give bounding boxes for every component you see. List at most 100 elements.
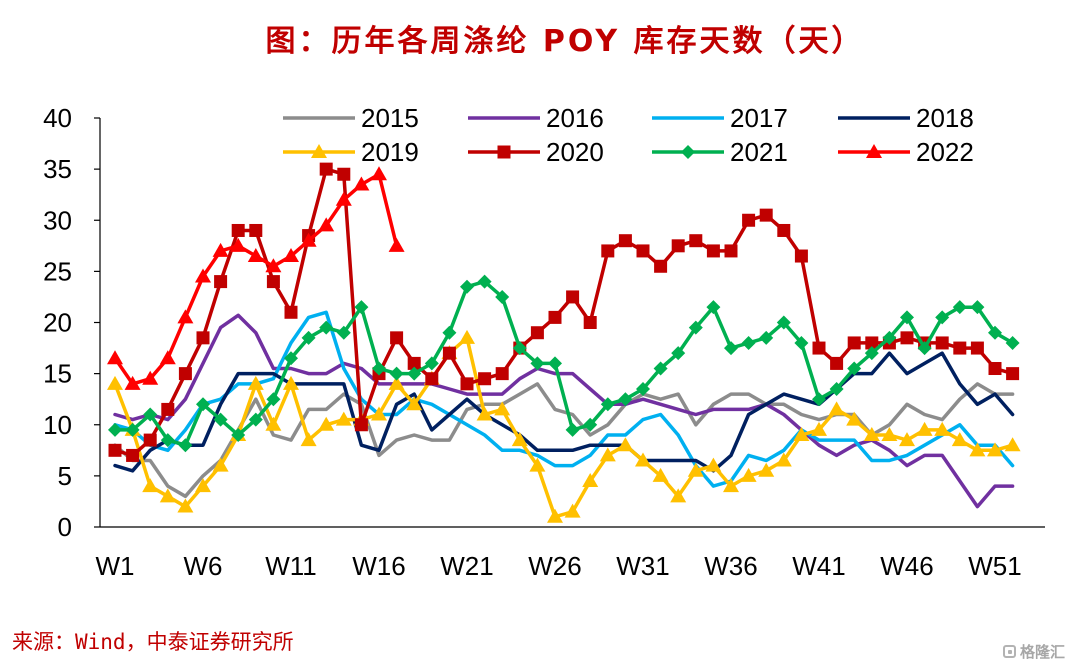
- data-point-2020: [460, 377, 474, 391]
- data-point-2019: [599, 447, 616, 462]
- series-2017: [113, 310, 1015, 488]
- data-point-2022: [230, 237, 247, 252]
- series-line-2016: [113, 313, 1015, 509]
- data-point-2021: [812, 392, 826, 407]
- data-point-2020: [636, 244, 650, 258]
- series-line-2021: [113, 279, 1015, 447]
- data-point-2020: [1006, 367, 1020, 381]
- x-tick-label: W21: [440, 551, 493, 581]
- data-point-2021: [512, 341, 527, 356]
- data-point-2021: [213, 412, 228, 427]
- data-point-2020: [812, 341, 826, 355]
- data-point-2022: [107, 350, 123, 365]
- data-point-2022: [335, 191, 352, 206]
- series-2015: [113, 382, 1015, 499]
- data-point-2019: [705, 457, 722, 472]
- data-point-2021: [143, 407, 158, 422]
- data-point-2020: [953, 341, 967, 355]
- y-tick-label: 25: [43, 256, 72, 286]
- data-point-2019: [335, 411, 352, 426]
- data-point-2022: [300, 232, 317, 247]
- y-tick-label: 40: [43, 103, 72, 133]
- data-point-2019: [511, 432, 528, 447]
- legend-item-2015: 2015: [283, 103, 419, 133]
- data-point-2021: [882, 330, 897, 345]
- legend-item-2020: 2020: [468, 137, 604, 167]
- data-point-2020: [214, 275, 228, 289]
- data-point-2019: [406, 396, 423, 411]
- data-point-2020: [390, 331, 404, 345]
- data-point-2021: [583, 417, 598, 432]
- data-point-2020: [847, 336, 861, 350]
- x-tick-label: W51: [968, 551, 1021, 581]
- data-point-2021: [477, 274, 492, 289]
- data-point-2021: [935, 310, 950, 325]
- x-tick-label: W6: [184, 551, 223, 581]
- data-point-2022: [318, 217, 335, 232]
- data-point-2019: [582, 472, 599, 487]
- data-point-2019: [212, 457, 229, 472]
- data-point-2019: [793, 426, 810, 441]
- data-point-2019: [811, 421, 827, 436]
- data-point-2021: [108, 422, 122, 437]
- data-point-2019: [969, 442, 986, 457]
- data-point-2020: [618, 234, 632, 248]
- data-point-2022: [283, 248, 299, 263]
- data-point-2019: [723, 478, 739, 493]
- data-point-2020: [970, 341, 984, 355]
- watermark-text: 格隆汇: [1020, 642, 1066, 661]
- data-point-2021: [442, 325, 457, 340]
- data-point-2020: [143, 433, 157, 447]
- data-point-2019: [635, 452, 651, 467]
- data-point-2020: [231, 223, 245, 237]
- data-point-2021: [336, 325, 351, 340]
- data-point-2020: [988, 362, 1002, 376]
- data-point-2021: [988, 325, 1002, 340]
- data-point-2019: [494, 401, 511, 416]
- data-point-2019: [987, 442, 1003, 457]
- data-point-2021: [460, 279, 474, 294]
- series-line-2020: [113, 167, 1015, 458]
- data-point-2021: [530, 356, 545, 371]
- data-point-2021: [706, 300, 721, 315]
- series-line-2022: [113, 172, 399, 386]
- data-point-2020: [583, 316, 597, 329]
- data-point-2021: [231, 427, 246, 442]
- data-point-2021: [741, 335, 756, 350]
- legend-label: 2020: [546, 137, 604, 167]
- legend: 2015 2016 2017 2018 2019 2020 2021 2022: [283, 103, 974, 167]
- data-point-2019: [195, 478, 211, 493]
- data-point-2021: [671, 346, 686, 361]
- legend-label: 2019: [361, 137, 419, 167]
- legend-label: 2018: [916, 103, 974, 133]
- data-point-2019: [476, 406, 493, 421]
- data-point-2021: [917, 341, 932, 356]
- data-point-2022: [195, 268, 211, 283]
- data-point-2021: [759, 330, 774, 345]
- x-tick-label: W46: [880, 551, 933, 581]
- data-point-2020: [830, 356, 844, 370]
- data-point-2021: [900, 310, 914, 325]
- data-point-2022: [159, 350, 176, 365]
- legend-item-2016: 2016: [468, 103, 604, 133]
- y-tick-label: 15: [43, 359, 72, 389]
- data-point-2020: [794, 249, 808, 263]
- data-point-2020: [654, 259, 668, 273]
- data-point-2021: [301, 330, 316, 345]
- data-point-2020: [601, 244, 615, 258]
- data-point-2019: [951, 432, 968, 447]
- data-point-2021: [618, 392, 633, 407]
- data-point-2021: [600, 397, 615, 412]
- y-tick-label: 0: [58, 512, 72, 542]
- data-point-2020: [337, 167, 351, 181]
- x-tick-label: W16: [352, 551, 405, 581]
- data-point-2020: [284, 305, 298, 319]
- legend-marker: [311, 144, 327, 158]
- chart-title: 图：历年各周涤纶 POY 库存天数（天）: [265, 24, 865, 59]
- data-point-2020: [249, 223, 263, 237]
- x-tick-label: W41: [792, 551, 845, 581]
- legend-item-2018: 2018: [838, 103, 974, 133]
- data-point-2020: [724, 244, 738, 258]
- data-point-2019: [142, 478, 159, 493]
